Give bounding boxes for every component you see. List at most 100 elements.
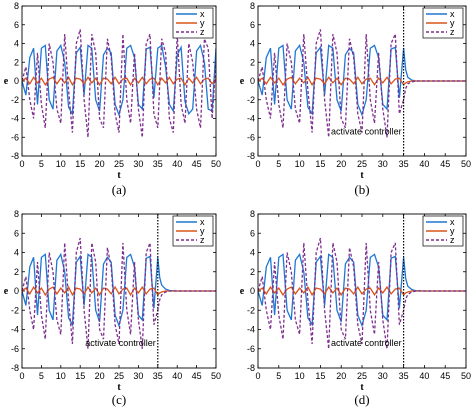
x-tick-label: 25 [114,371,124,381]
x-tick-label: 30 [378,159,388,169]
series-line-x [258,252,466,328]
x-tick-label: 15 [75,159,85,169]
y-tick-label: -8 [11,151,19,161]
series-line-y [258,285,466,297]
x-tick-label: 40 [172,371,182,381]
panel-caption: (b) [354,182,369,197]
x-tick-label: 15 [315,159,325,169]
y-axis-label: e [4,286,9,297]
x-tick-label: 35 [153,371,163,381]
x-tick-label: 50 [211,371,221,381]
y-tick-label: 6 [250,228,255,238]
y-axis-label: e [240,76,245,87]
legend-label-x: x [450,9,455,19]
x-axis-label: t [360,170,364,181]
y-axis-label: e [4,76,9,87]
y-tick-label: 2 [250,57,255,67]
axes-frame [257,213,467,369]
x-tick-label: 5 [39,159,44,169]
x-tick-label: 40 [419,159,429,169]
y-tick-label: 6 [14,228,19,238]
y-tick-label: -4 [11,114,19,124]
y-tick-label: -8 [247,151,255,161]
x-tick-label: 45 [192,159,202,169]
series-line-y [22,76,216,87]
y-tick-label: 6 [250,20,255,30]
y-tick-label: 2 [250,267,255,277]
x-tick-label: 35 [399,159,409,169]
panel-c: -8 -6 -4 -2 0 2 4 6 8 0 5 10 15 20 25 30 35 40 45 50 activat… [4,209,221,407]
panel-a: -8 -6 -4 -2 0 2 4 6 8 0 5 10 15 20 25 30 35 40 45 50 xyz t e (a… [4,1,221,197]
annotation-label: activate controller [331,126,402,136]
y-tick-label: 8 [14,209,19,219]
y-tick-label: 8 [250,209,255,219]
legend-label-z: z [450,235,455,245]
x-tick-label: 30 [133,371,143,381]
legend-label-x: x [200,217,205,227]
y-tick-label: 0 [250,286,255,296]
y-tick-label: -8 [247,363,255,373]
legend-label-y: y [450,226,455,236]
series-line-z [258,29,466,138]
panel-caption: (d) [354,392,369,407]
x-tick-label: 40 [419,371,429,381]
axes-frame [21,5,217,157]
x-tick-label: 15 [75,371,85,381]
panel-b: -8 -6 -4 -2 0 2 4 6 8 0 5 10 15 20 25 30 35 40 45 50 activat… [240,1,471,197]
y-tick-label: 2 [14,57,19,67]
legend-label-z: z [200,235,205,245]
y-tick-label: 0 [250,76,255,86]
series-line-y [22,285,216,297]
y-tick-label: -2 [11,305,19,315]
y-tick-label: 8 [250,1,255,11]
x-axis-label: t [360,382,364,393]
y-tick-label: 4 [250,248,255,258]
x-tick-label: 30 [378,371,388,381]
y-tick-label: 2 [14,267,19,277]
legend-label-y: y [200,226,205,236]
annotation-label: activate controller [331,338,402,348]
axes-frame [257,5,467,157]
x-tick-label: 0 [19,159,24,169]
y-tick-label: 4 [14,39,19,49]
y-axis-label: e [240,286,245,297]
x-tick-label: 45 [192,371,202,381]
y-tick-label: 0 [14,286,19,296]
x-tick-label: 10 [295,159,305,169]
panel-caption: (a) [112,182,126,197]
x-tick-label: 30 [133,159,143,169]
x-tick-label: 50 [211,159,221,169]
x-tick-label: 0 [255,159,260,169]
x-tick-label: 35 [399,371,409,381]
y-tick-label: -8 [11,363,19,373]
x-tick-label: 5 [276,159,281,169]
x-tick-label: 20 [336,159,346,169]
y-tick-label: -4 [247,325,255,335]
y-tick-label: -6 [11,132,19,142]
x-tick-label: 25 [357,159,367,169]
legend-label-x: x [450,217,455,227]
legend-label-x: x [200,9,205,19]
y-tick-label: 8 [14,1,19,11]
y-tick-label: -2 [247,305,255,315]
annotation-label: activate controller [85,338,156,348]
x-tick-label: 50 [461,159,471,169]
x-tick-label: 5 [39,371,44,381]
panel-d: -8 -6 -4 -2 0 2 4 6 8 0 5 10 15 20 25 30 35 40 45 50 activat… [240,209,471,407]
y-tick-label: -6 [11,344,19,354]
legend-label-y: y [450,18,455,28]
x-tick-label: 50 [461,371,471,381]
y-tick-label: -2 [247,95,255,105]
x-axis-label: t [117,382,121,393]
y-tick-label: 4 [250,39,255,49]
x-tick-label: 15 [315,371,325,381]
y-tick-label: -4 [247,114,255,124]
x-tick-label: 25 [114,159,124,169]
x-tick-label: 10 [295,371,305,381]
axes-frame [21,213,217,369]
x-tick-label: 10 [56,159,66,169]
legend-label-z: z [450,27,455,37]
legend-label-z: z [200,27,205,37]
y-tick-label: 6 [14,20,19,30]
panel-caption: (c) [112,392,126,407]
